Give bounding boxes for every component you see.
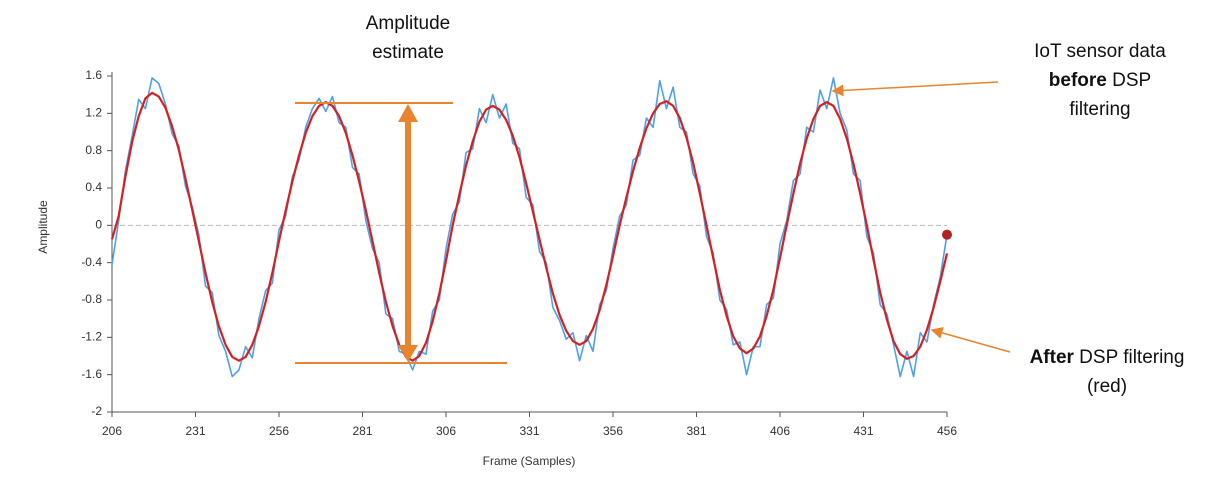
annotation: After DSP filtering — [1030, 347, 1185, 368]
pointer-filtered — [930, 327, 1011, 353]
x-tick-label: 256 — [269, 424, 289, 438]
annotation-part: DSP filtering — [1074, 347, 1185, 368]
x-tick-label: 206 — [102, 424, 122, 438]
annotation-part: After — [1030, 347, 1075, 368]
annotation-part: (red) — [1087, 376, 1127, 397]
x-tick-label: 431 — [853, 424, 873, 438]
annotation: Amplitude — [366, 13, 451, 34]
y-tick-label: -1.6 — [81, 367, 102, 381]
y-tick-label: -2 — [91, 404, 102, 418]
annotation-part: estimate — [372, 42, 444, 63]
y-tick-label: -0.8 — [81, 292, 102, 306]
pointer-raw — [831, 81, 999, 97]
end-marker — [942, 229, 952, 240]
annotation: before DSP — [1049, 70, 1151, 91]
y-tick-label: 0.4 — [85, 180, 102, 194]
x-tick-label: 356 — [603, 424, 623, 438]
x-tick-label: 231 — [185, 424, 205, 438]
y-tick-label: 0.8 — [85, 143, 102, 157]
y-tick-label: -0.4 — [81, 255, 102, 269]
annotation: filtering — [1069, 99, 1130, 120]
y-tick-label: 1.6 — [85, 68, 102, 82]
annotation-part: DSP — [1107, 70, 1151, 91]
x-tick-label: 456 — [937, 424, 957, 438]
x-tick-label: 281 — [352, 424, 372, 438]
x-axis-label: Frame (Samples) — [483, 454, 576, 468]
y-axis-label: Amplitude — [36, 200, 50, 254]
amplitude-annotation — [295, 81, 1011, 364]
x-tick-label: 331 — [519, 424, 539, 438]
y-tick-label: -1.2 — [81, 330, 102, 344]
series-line — [111, 77, 948, 378]
y-tick-label: 0 — [95, 218, 102, 232]
annotation: estimate — [372, 42, 444, 63]
y-tick-label: 1.2 — [85, 106, 102, 120]
x-tick-label: 406 — [770, 424, 790, 438]
annotation: IoT sensor data — [1034, 41, 1166, 62]
annotation-part: IoT sensor data — [1034, 41, 1166, 62]
annotation-part: before — [1049, 70, 1107, 91]
annotation-part: filtering — [1069, 99, 1130, 120]
series-line — [110, 91, 949, 362]
annotation-part: Amplitude — [366, 13, 451, 34]
annotation: (red) — [1087, 376, 1127, 397]
x-tick-label: 306 — [436, 424, 456, 438]
x-tick-label: 381 — [686, 424, 706, 438]
